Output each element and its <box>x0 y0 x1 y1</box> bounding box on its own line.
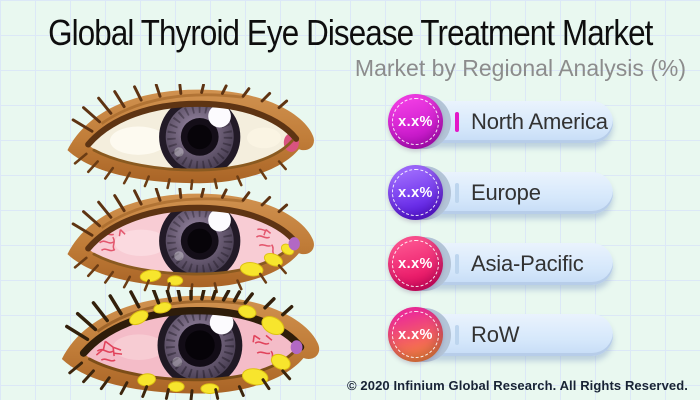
market-share-badge: x.x% <box>388 307 443 362</box>
eye-stage-3-severe-disease-illustration <box>61 290 320 400</box>
eye-stage-1-healthy-illustration <box>67 84 314 190</box>
region-label: North America <box>471 108 608 134</box>
tick-mark <box>455 324 459 345</box>
tick-mark <box>455 253 459 274</box>
header: Global Thyroid Eye Disease Treatment Mar… <box>0 0 700 82</box>
region-label: Asia-Pacific <box>471 250 584 276</box>
market-share-value: x.x% <box>398 184 433 201</box>
market-share-value: x.x% <box>398 113 433 130</box>
market-share-badge: x.x% <box>388 165 443 220</box>
page-title: Global Thyroid Eye Disease Treatment Mar… <box>0 12 700 54</box>
region-pill: North America <box>415 100 613 143</box>
eye-stage-2-mild-disease-illustration <box>67 188 314 294</box>
market-share-badge: x.x% <box>388 236 443 291</box>
legend-item-row: x.x% RoW <box>388 307 613 362</box>
page-subtitle: Market by Regional Analysis (%) <box>354 55 686 81</box>
tick-mark <box>455 111 459 132</box>
market-share-value: x.x% <box>398 255 433 272</box>
legend-item-asia-pacific: x.x% Asia-Pacific <box>388 236 613 291</box>
page-title-text: Global Thyroid Eye Disease Treatment Mar… <box>47 12 653 53</box>
copyright-notice: © 2020 Infinium Global Research. All Rig… <box>347 378 688 393</box>
market-share-value: x.x% <box>398 326 433 343</box>
legend: x.x% North America x.x% Europe x.x% Asia… <box>388 94 613 362</box>
tick-mark <box>455 182 459 203</box>
legend-item-north-america: x.x% North America <box>388 94 613 149</box>
region-label: Europe <box>471 179 541 205</box>
region-label: RoW <box>471 321 520 347</box>
market-share-badge: x.x% <box>388 94 443 149</box>
legend-item-europe: x.x% Europe <box>388 165 613 220</box>
